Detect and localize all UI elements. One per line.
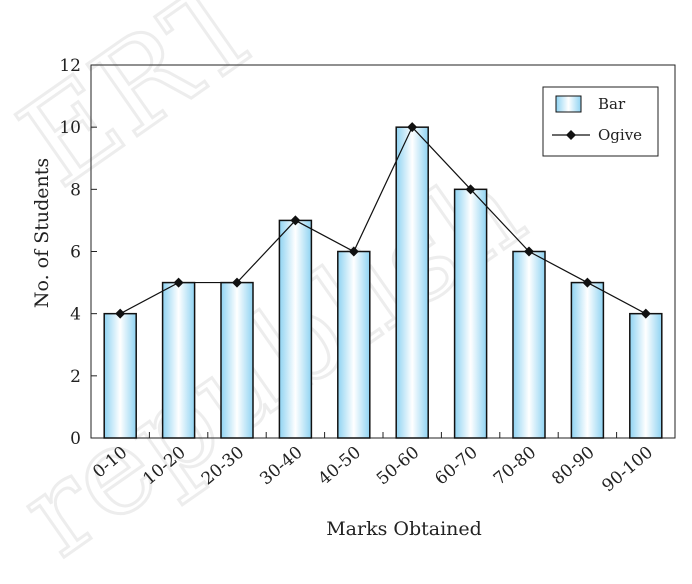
bar: [570, 281, 605, 439]
ogive-marker: [582, 277, 593, 288]
bar: [395, 126, 429, 439]
x-tick-label: 40-50: [315, 443, 365, 490]
bar: [337, 250, 371, 439]
bar: [220, 281, 254, 439]
y-tick-label: 12: [59, 56, 81, 76]
y-tick-label: 0: [70, 429, 81, 449]
x-axis-title: Marks Obtained: [326, 518, 482, 540]
x-tick-label: 60-70: [431, 443, 481, 490]
y-tick-label: 4: [70, 305, 81, 325]
bar: [278, 219, 313, 439]
ogive-marker: [465, 184, 476, 195]
y-tick-label: 8: [70, 180, 81, 200]
y-axis: 0 2 4 6 8 10 12: [59, 56, 97, 449]
ogive-line: [119, 126, 647, 315]
bar: [629, 312, 663, 439]
ogive-line-layer: [115, 122, 651, 319]
ogive-marker: [115, 308, 126, 319]
x-tick-label: 70-80: [490, 443, 540, 490]
x-tick-label: 50-60: [373, 443, 423, 490]
y-tick-label: 10: [59, 118, 81, 138]
ogive-marker: [232, 277, 242, 288]
ogive-marker: [524, 246, 534, 257]
bar: [161, 281, 196, 439]
legend-bar-swatch: [555, 95, 582, 113]
y-tick-label: 2: [70, 367, 81, 387]
bar: [103, 312, 137, 439]
ogive-marker: [407, 122, 418, 133]
x-tick-label: 80-90: [548, 443, 598, 490]
x-tick-label: 90-100: [598, 443, 657, 497]
ogive-marker: [348, 246, 359, 257]
legend-ogive-marker: [566, 130, 576, 140]
ogive-marker: [290, 215, 301, 226]
y-tick-label: 6: [70, 243, 81, 263]
bar: [512, 250, 546, 439]
y-axis-title: No. of Students: [31, 158, 53, 308]
bars-layer: [103, 126, 663, 439]
ogive-marker: [173, 277, 184, 288]
bar: [453, 188, 488, 439]
legend-bar-label: Bar: [598, 95, 626, 113]
legend-ogive-label: Ogive: [598, 126, 642, 144]
ogive-marker: [640, 308, 651, 319]
legend: Bar Ogive: [542, 86, 659, 157]
